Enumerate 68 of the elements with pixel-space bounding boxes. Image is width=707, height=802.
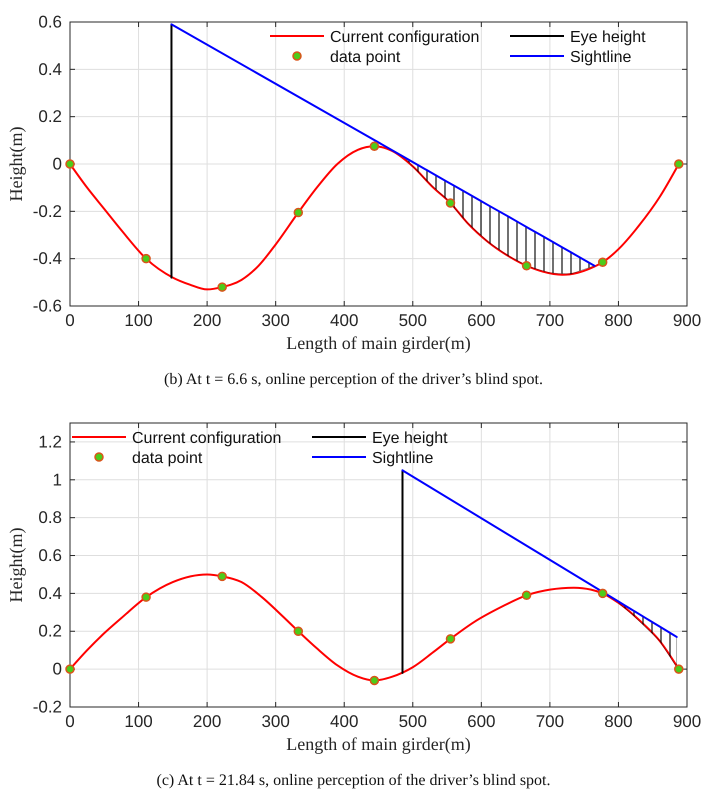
point — [141, 254, 151, 264]
y-tick-label: 0.2 — [38, 622, 62, 641]
y-tick-label: 0.4 — [38, 60, 62, 79]
x-tick-label: 900 — [672, 311, 702, 330]
legend-label: data point — [132, 450, 203, 467]
line-series — [401, 469, 678, 638]
x-tick-label: 500 — [398, 712, 427, 732]
y-axis-title: Height(m) — [6, 126, 26, 202]
y-tick-label: 1.2 — [38, 432, 62, 452]
x-tick-label: 800 — [604, 712, 633, 732]
y-tick-label: -0.4 — [32, 249, 62, 268]
legend-label: Sightline — [372, 450, 434, 467]
point — [65, 664, 75, 674]
y-tick-label: 0.8 — [38, 508, 62, 528]
x-tick-label: 100 — [124, 311, 153, 330]
x-tick-label: 200 — [192, 712, 222, 732]
point — [674, 664, 684, 674]
x-tick-label: 600 — [467, 712, 496, 732]
y-tick-label: 0.6 — [38, 546, 62, 565]
y-tick-label: 0 — [52, 154, 62, 174]
x-tick-label: 500 — [398, 311, 427, 330]
legend-label: Current configuration — [330, 29, 480, 46]
x-axis-title: Length of main girder(m) — [286, 734, 471, 754]
legend-label: Current configuration — [132, 430, 282, 447]
point — [598, 588, 608, 598]
point — [446, 634, 456, 644]
x-tick-label: 400 — [330, 311, 358, 330]
point — [294, 626, 304, 636]
y-tick-label: -0.2 — [32, 202, 62, 221]
x-tick-label: 900 — [672, 712, 702, 732]
x-tick-label: 0 — [65, 311, 75, 330]
point — [446, 198, 456, 208]
x-tick-label: 700 — [536, 311, 564, 330]
x-tick-label: 100 — [124, 712, 153, 732]
point — [217, 282, 227, 292]
legend-label: Eye height — [570, 29, 646, 46]
legend-label: data point — [330, 49, 401, 66]
text: (b) At t = 6.6 s, online perception of the driver’s blind spot. — [164, 371, 543, 388]
x-tick-label: 300 — [261, 712, 290, 732]
point — [674, 159, 684, 169]
x-tick-label: 700 — [536, 712, 564, 732]
point — [522, 261, 532, 271]
legend-label: Sightline — [570, 49, 632, 66]
x-axis-title: Length of main girder(m) — [286, 333, 471, 353]
point — [598, 257, 608, 267]
y-tick-label: -0.6 — [32, 296, 62, 316]
point — [217, 572, 227, 582]
y-tick-label: 0.2 — [38, 107, 62, 126]
text: (c) At t = 21.84 s, online perception of the driver’s blind spot. — [156, 772, 550, 789]
point — [370, 142, 380, 151]
point — [522, 590, 532, 600]
y-tick-label: 0.4 — [38, 584, 62, 603]
x-tick-label: 400 — [330, 712, 358, 732]
x-tick-label: 0 — [65, 712, 75, 732]
x-tick-label: 200 — [192, 311, 222, 330]
point — [141, 592, 151, 602]
y-tick-label: 0.6 — [38, 12, 62, 32]
legend-label: Eye height — [372, 430, 448, 447]
x-tick-label: 800 — [604, 311, 633, 330]
x-tick-label: 300 — [261, 311, 290, 330]
point — [294, 208, 304, 218]
point — [65, 159, 75, 169]
y-tick-label: -0.2 — [32, 697, 62, 716]
y-axis-title: Height(m) — [6, 528, 26, 602]
x-tick-label: 600 — [467, 311, 496, 330]
y-tick-label: 1 — [52, 470, 62, 490]
point — [370, 676, 380, 686]
y-tick-label: 0 — [52, 660, 62, 679]
